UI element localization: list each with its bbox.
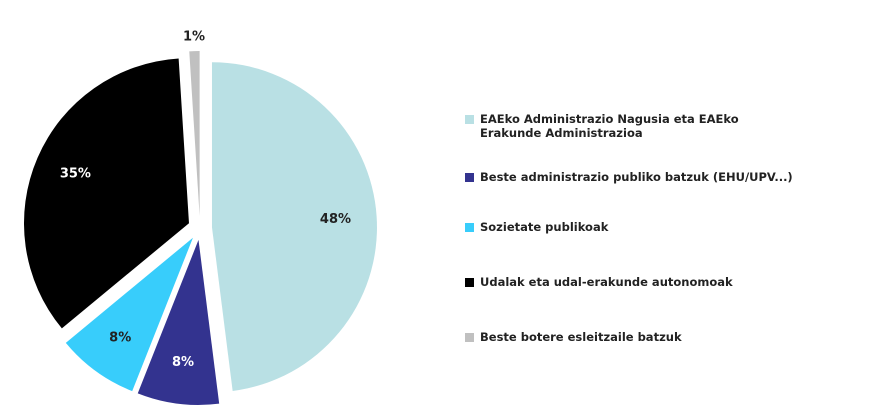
data-label: 1% <box>183 30 205 45</box>
legend-swatch <box>465 278 474 287</box>
pie-slice <box>65 237 193 392</box>
data-label: 8% <box>109 330 131 345</box>
legend-item: Udalak eta udal-erakunde autonomoak <box>465 275 865 289</box>
legend-swatch <box>465 115 474 124</box>
pie-slice <box>189 51 200 217</box>
pie-slice <box>137 239 220 405</box>
legend-label: Sozietate publikoak <box>480 220 609 234</box>
legend-label: EAEko Administrazio Nagusia eta EAEko Er… <box>480 112 739 140</box>
legend-item: EAEko Administrazio Nagusia eta EAEko Er… <box>465 112 795 140</box>
legend-label: Udalak eta udal-erakunde autonomoak <box>480 275 733 289</box>
data-label: 8% <box>172 355 194 370</box>
legend-label: Beste administrazio publiko batzuk (EHU/… <box>480 170 793 184</box>
legend-label: Beste botere esleitzaile batzuk <box>480 330 682 344</box>
legend-item: Beste botere esleitzaile batzuk <box>465 330 865 344</box>
legend-swatch <box>465 333 474 342</box>
legend-swatch <box>465 223 474 232</box>
pie-slice <box>23 58 189 329</box>
legend-item: Sozietate publikoak <box>465 220 865 234</box>
pie-slice <box>211 62 377 391</box>
pie: 48% 8% 8% 35% 1% <box>23 30 377 405</box>
data-label: 35% <box>60 167 91 182</box>
data-label: 48% <box>320 212 351 227</box>
legend-item: Beste administrazio publiko batzuk (EHU/… <box>465 170 865 184</box>
legend-swatch <box>465 173 474 182</box>
